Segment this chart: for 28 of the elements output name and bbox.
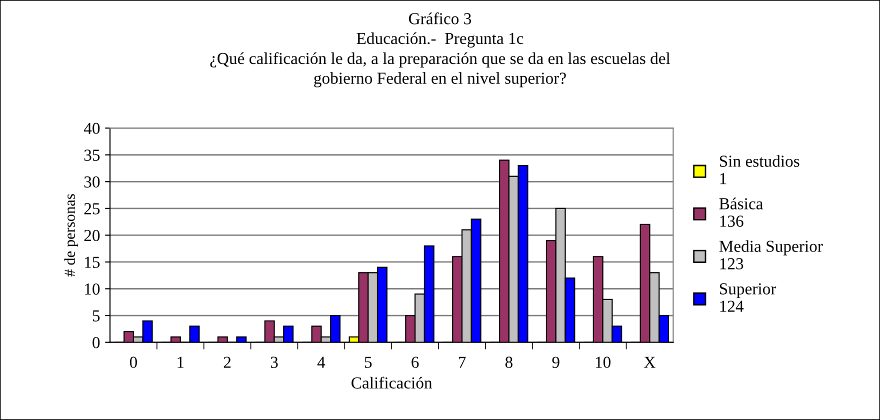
y-tick-label: 35 <box>84 150 100 161</box>
y-tick-label: 5 <box>92 310 100 322</box>
x-tick-label: 1 <box>178 356 184 368</box>
y-tick-label: 40 <box>84 122 100 134</box>
x-tick-label: 7 <box>458 356 466 368</box>
y-axis-title: # de personas <box>64 194 78 277</box>
x-tick-label: 3 <box>270 356 278 368</box>
x-tick-label: 5 <box>364 356 372 368</box>
x-tick-label: 9 <box>552 356 560 368</box>
y-tick-label: 25 <box>84 203 100 214</box>
x-tick-label: 0 <box>130 356 137 368</box>
x-tick-label: 10 <box>596 356 610 368</box>
y-tick-label: 15 <box>85 256 100 268</box>
x-tick-label: 8 <box>505 356 512 368</box>
x-tick-label: 2 <box>224 356 231 368</box>
y-tick-label: 30 <box>84 176 100 188</box>
y-tick-label: 20 <box>84 230 100 242</box>
x-tick-label: 4 <box>317 356 326 368</box>
x-tick-label: 6 <box>412 356 419 368</box>
legend-label: Básica 136 <box>719 198 764 227</box>
legend-label: Sin estudios 1 <box>720 155 800 184</box>
x-tick-label: X <box>644 356 656 368</box>
legend-label: Superior 124 <box>720 283 776 312</box>
y-tick-label: 0 <box>92 337 100 348</box>
x-axis-title: Calificación <box>352 376 432 389</box>
chart-title: Gráfico 3 Educación.- Pregunta 1c ¿Qué calificación le da, a la preparación que se da en las escuelas del gobierno Federal en el nivel superior? <box>210 12 670 88</box>
y-tick-label: 10 <box>85 283 100 295</box>
legend-label: Media Superior 123 <box>719 240 823 270</box>
